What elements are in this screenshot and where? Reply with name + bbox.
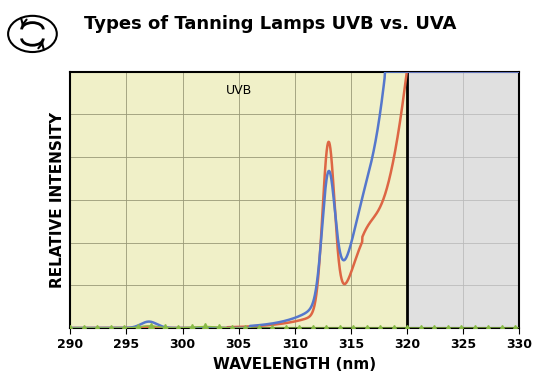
2.6% UVB (382, 69, 388, 74)
5.0% UVB (404, 69, 410, 74)
2.6% UVB (480, 69, 487, 74)
2.6% UVB (503, 69, 509, 74)
COSMOLUX VHR (256, 326, 262, 330)
5.0% UVB (516, 69, 523, 74)
Bar (70, 72, 407, 328)
2.6% UVB (516, 69, 523, 74)
Text: Types of Tanning Lamps UVB vs. UVA: Types of Tanning Lamps UVB vs. UVA (84, 15, 457, 33)
COSMOLUX VHR (393, 326, 400, 330)
Line: COSMOLUX VHR: COSMOLUX VHR (70, 326, 519, 328)
2.6% UVB (256, 323, 262, 327)
2.6% UVB (242, 326, 249, 330)
X-axis label: WAVELENGTH (nm): WAVELENGTH (nm) (213, 357, 377, 372)
2.6% UVB (281, 319, 287, 323)
COSMOLUX VHR (281, 326, 287, 330)
2.6% UVB (393, 69, 400, 74)
5.0% UVB (280, 321, 287, 326)
COSMOLUX VHR (503, 326, 509, 330)
Y-axis label: RELATIVE INTENSITY: RELATIVE INTENSITY (50, 112, 65, 288)
COSMOLUX VHR (480, 326, 486, 330)
5.0% UVB (480, 69, 486, 74)
Bar (407, 72, 519, 328)
COSMOLUX VHR (516, 326, 523, 330)
5.0% UVB (256, 323, 262, 328)
2.6% UVB (260, 322, 266, 327)
Text: UVB: UVB (226, 84, 252, 97)
COSMOLUX VHR (260, 326, 266, 330)
5.0% UVB (259, 323, 266, 328)
Line: 5.0% UVB: 5.0% UVB (70, 72, 519, 328)
COSMOLUX VHR (67, 326, 74, 330)
COSMOLUX VHR (146, 324, 152, 328)
5.0% UVB (67, 326, 74, 330)
5.0% UVB (503, 69, 509, 74)
5.0% UVB (393, 141, 400, 146)
Line: 2.6% UVB: 2.6% UVB (70, 72, 519, 328)
2.6% UVB (67, 326, 74, 330)
